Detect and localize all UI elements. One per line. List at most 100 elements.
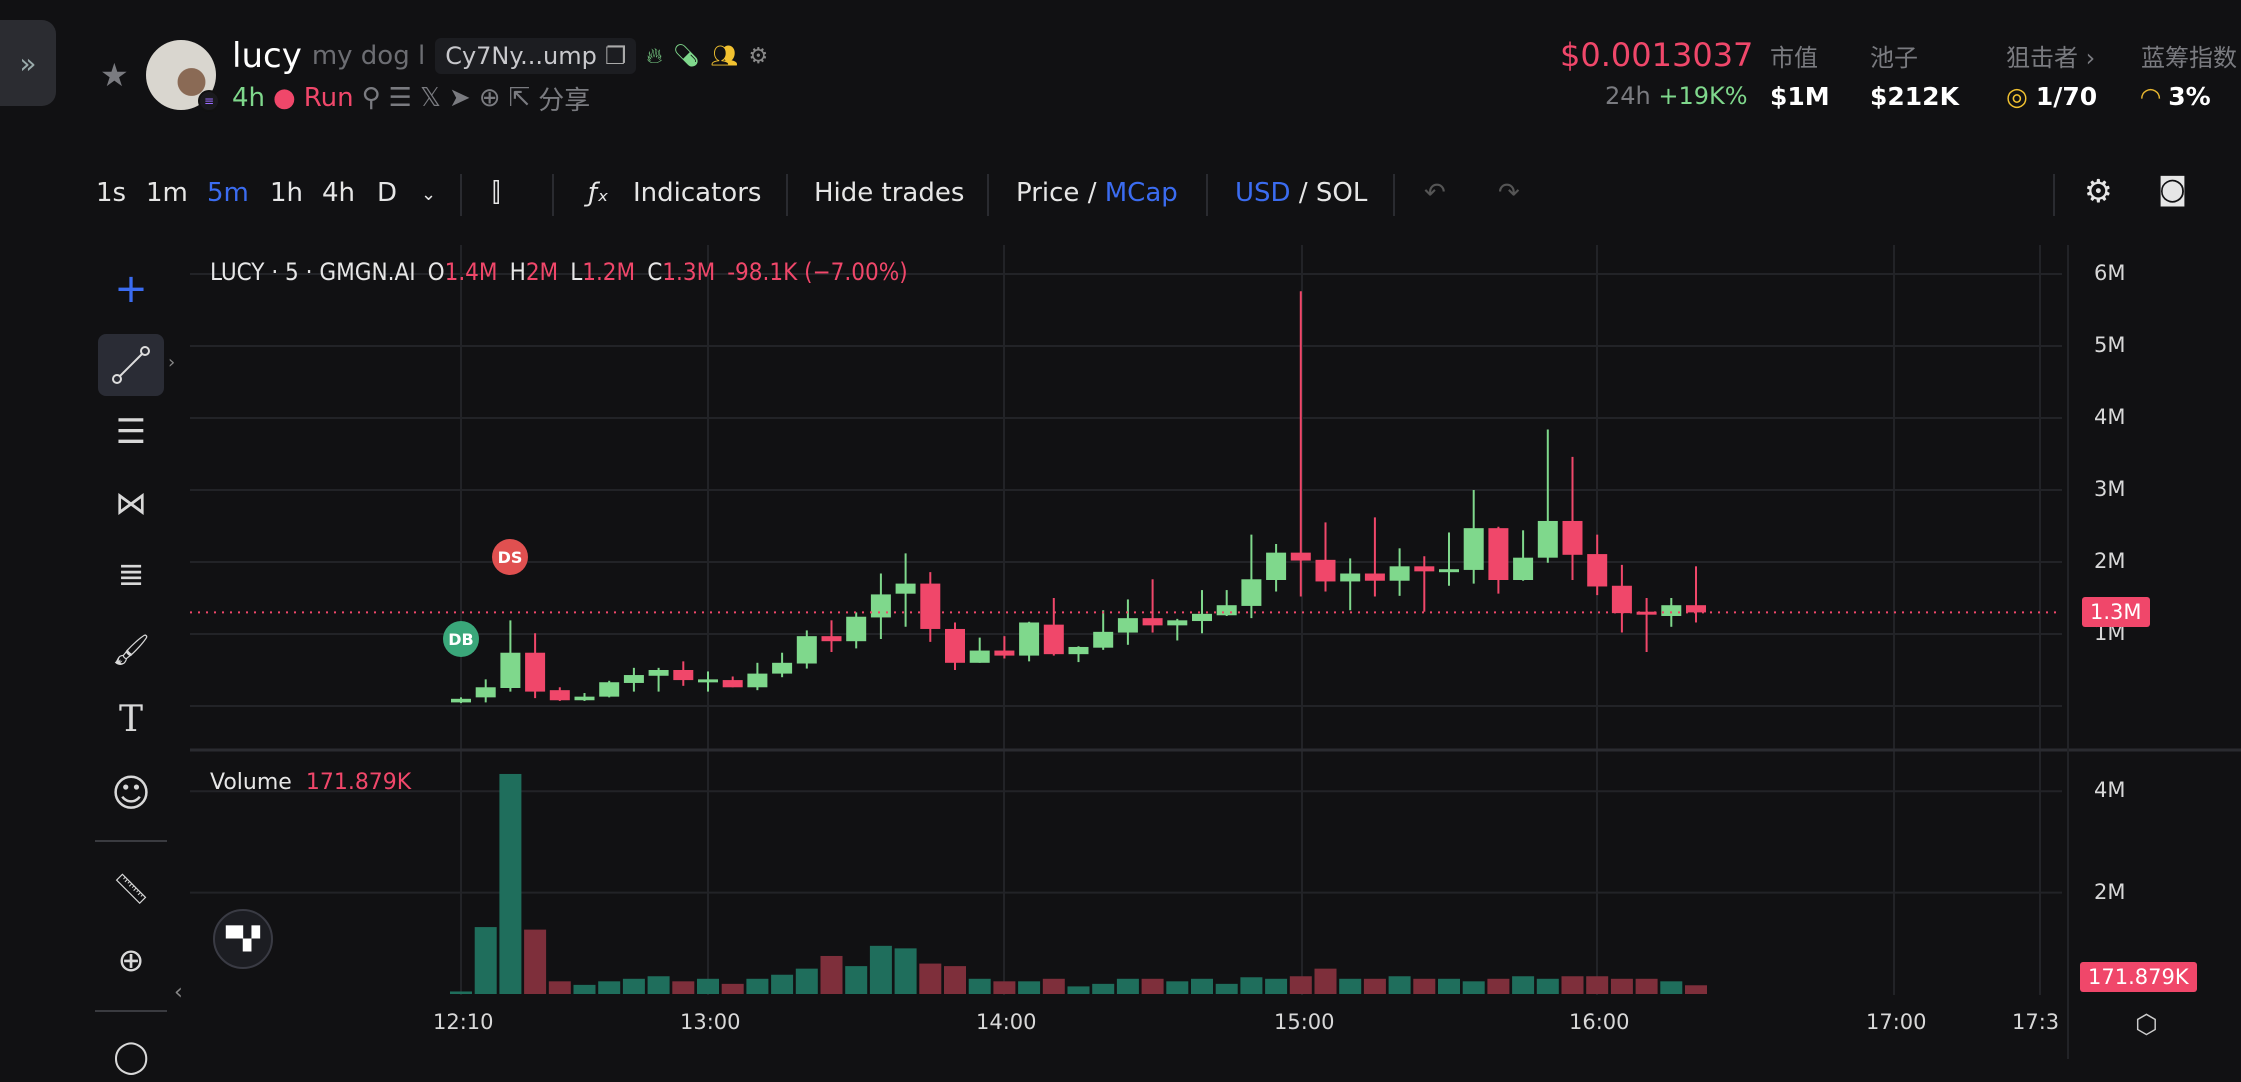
candle-body xyxy=(1068,646,1089,655)
hide-trades-button[interactable]: Hide trades xyxy=(814,178,965,208)
expand-sidebar-button[interactable]: » xyxy=(0,20,56,106)
emoji-icon[interactable]: ☺ xyxy=(111,771,151,815)
time-axis-label: 16:00 xyxy=(1569,1010,1630,1034)
candle-body xyxy=(994,650,1015,656)
candle-body xyxy=(574,696,595,701)
volume-bar xyxy=(573,984,596,994)
volume-bar xyxy=(1536,978,1559,994)
dev-buy-marker[interactable]: DB xyxy=(443,621,479,657)
volume-bar xyxy=(968,978,991,994)
fx-icon[interactable]: ƒₓ xyxy=(588,178,609,208)
volume-axis-label: 4M xyxy=(2094,778,2126,803)
candle-body xyxy=(1661,605,1682,616)
volume-bar xyxy=(1487,978,1510,994)
volume-bar xyxy=(1191,978,1213,994)
chevron-down-icon[interactable]: ⌄ xyxy=(421,184,437,205)
brush-icon[interactable]: 🖌︎ xyxy=(111,632,151,668)
change-value: -98.1K (−7.00%) xyxy=(727,258,908,286)
price-mcap-toggle[interactable]: Price / MCap xyxy=(1016,178,1178,208)
trend-line-icon[interactable] xyxy=(98,334,164,396)
candle-body xyxy=(1019,622,1040,656)
copy-icon[interactable]: ❐ xyxy=(604,42,627,70)
candle-body xyxy=(1513,557,1534,580)
share-icon[interactable]: ⇱ xyxy=(508,83,531,113)
collapse-toolbar-icon[interactable]: ‹ xyxy=(174,980,183,1005)
candle-body xyxy=(870,594,891,618)
telegram-icon[interactable]: ➤ xyxy=(448,83,471,113)
usd-sol-toggle[interactable]: USD / SOL xyxy=(1235,178,1368,208)
crosshair-icon[interactable]: + xyxy=(114,266,148,312)
redo-icon[interactable]: ↷ xyxy=(1498,178,1520,208)
search-icon[interactable]: ⚲ xyxy=(361,83,381,113)
solana-chain-icon: ≡ xyxy=(198,90,220,112)
contract-address-chip[interactable]: Cy7Ny...ump ❐ xyxy=(435,38,637,74)
volume-bar xyxy=(474,927,497,994)
camera-screenshot-icon[interactable]: ◙ xyxy=(2158,172,2188,207)
volume-bar xyxy=(1685,985,1707,994)
settings-gear-icon[interactable]: ⚙ xyxy=(2084,172,2113,210)
candle-body xyxy=(1315,559,1336,582)
interval-5m[interactable]: 5m xyxy=(207,178,249,208)
website-globe-icon[interactable]: ⊕ xyxy=(478,83,501,113)
snipers-link[interactable]: 狙击者 › xyxy=(2006,44,2096,72)
candle-body xyxy=(1439,569,1459,573)
volume-bar xyxy=(1660,981,1683,994)
fib-retracement-icon[interactable]: ≣ xyxy=(117,555,145,593)
tradingview-logo[interactable]: ▀▞ xyxy=(213,909,273,969)
volume-bar xyxy=(1610,978,1633,994)
volume-bar xyxy=(1289,976,1312,994)
token-name: lucy xyxy=(232,36,302,76)
volume-bar xyxy=(919,963,942,994)
pill-icon: 💊︎ xyxy=(672,43,701,69)
price-axis-label: 5M xyxy=(2094,333,2126,357)
interval-1h[interactable]: 1h xyxy=(270,178,304,208)
ruler-icon[interactable]: 📏︎ xyxy=(111,871,151,907)
volume-bar xyxy=(1586,976,1609,994)
interval-1m[interactable]: 1m xyxy=(146,178,188,208)
candle-body xyxy=(1117,618,1138,633)
pattern-icon[interactable]: ⋈ xyxy=(115,484,147,522)
candle-type-icon[interactable]: ⫿ xyxy=(492,178,501,208)
chart-settings-hex-icon[interactable]: ⬡ xyxy=(2135,1010,2158,1040)
x-twitter-icon[interactable]: 𝕏 xyxy=(419,83,441,113)
volume-bar xyxy=(820,955,843,994)
interval-D[interactable]: D xyxy=(377,178,398,208)
candle-body xyxy=(1364,573,1385,581)
flame-icon: 🔥︎ xyxy=(646,43,663,69)
current-price-tag: 1.3M xyxy=(2082,597,2150,628)
candle-body xyxy=(1488,528,1509,580)
volume-bar xyxy=(1116,978,1139,994)
zoom-in-icon[interactable]: ⊕ xyxy=(117,941,145,979)
volume-bar xyxy=(1561,976,1584,994)
horizontal-lines-icon[interactable]: ☰ xyxy=(115,412,147,452)
share-link[interactable]: 分享 xyxy=(538,85,591,116)
candle-body xyxy=(698,679,718,683)
run-label: Run xyxy=(303,83,354,113)
candlestick-chart[interactable] xyxy=(0,0,2241,1059)
time-axis-label: 17:3 xyxy=(2012,1010,2060,1034)
candle-body xyxy=(1587,554,1608,587)
volume-bar xyxy=(869,945,892,994)
undo-icon[interactable]: ↶ xyxy=(1424,178,1446,208)
indicators-button[interactable]: Indicators xyxy=(633,178,762,208)
volume-bar xyxy=(1018,981,1041,994)
interval-4h[interactable]: 4h xyxy=(322,178,356,208)
interval-1s[interactable]: 1s xyxy=(96,178,127,208)
candle-body xyxy=(549,690,570,701)
candle-body xyxy=(969,650,990,663)
favorite-star-icon[interactable]: ★ xyxy=(100,56,129,94)
holders-icon: 👥︎ xyxy=(710,43,739,69)
bluechip-value: ◠ 3% xyxy=(2141,82,2211,111)
chart-toolbar: 1s 1m 5m 1h 4h D ⌄ ⫿ ƒₓ Indicators Hide … xyxy=(0,168,2241,220)
dev-sell-marker[interactable]: DS xyxy=(492,539,528,575)
list-icon[interactable]: ☰ xyxy=(388,83,412,113)
text-tool-icon[interactable]: T xyxy=(118,698,143,740)
candle-body xyxy=(821,636,842,642)
market-cap-label: 市值 xyxy=(1770,44,1818,72)
volume-bar xyxy=(1042,978,1065,994)
candle-body xyxy=(648,670,669,676)
volume-bar xyxy=(1462,981,1485,994)
chevron-right-icon[interactable]: › xyxy=(168,352,176,373)
candle-body xyxy=(772,662,793,674)
candle-body xyxy=(722,680,743,688)
